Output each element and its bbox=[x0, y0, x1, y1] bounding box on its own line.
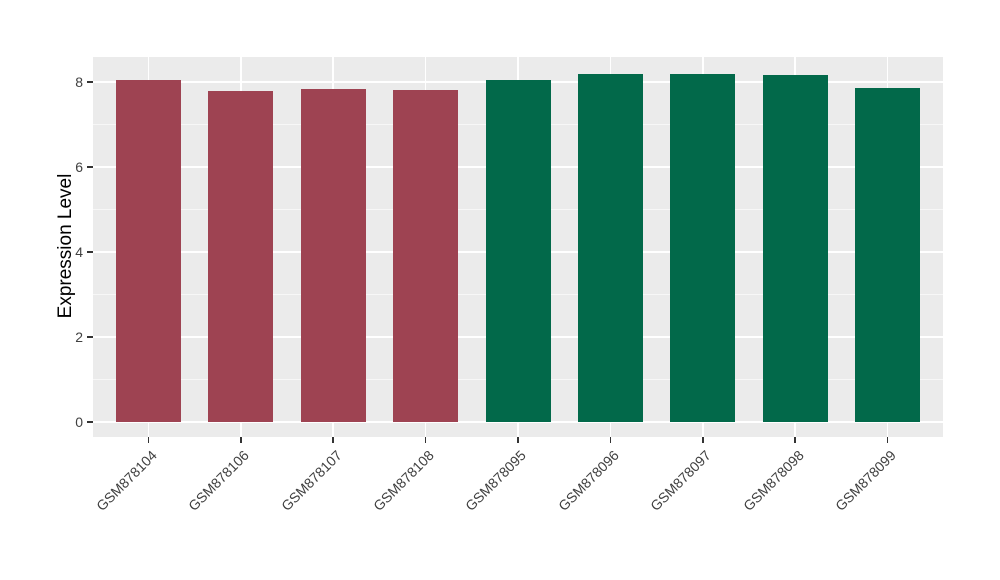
bar-GSM878095 bbox=[485, 79, 551, 422]
x-tick-label-GSM878099: GSM878099 bbox=[831, 447, 899, 514]
y-tick-mark-0 bbox=[87, 421, 93, 423]
x-tick-mark-GSM878108 bbox=[424, 437, 427, 443]
y-tick-mark-2 bbox=[87, 336, 93, 338]
plot-panel bbox=[93, 57, 943, 437]
bar-GSM878107 bbox=[300, 88, 366, 422]
x-tick-label-GSM878108: GSM878108 bbox=[370, 447, 437, 514]
y-tick-label-4: 4 bbox=[75, 244, 83, 260]
x-tick-mark-GSM878107 bbox=[332, 437, 334, 443]
y-tick-mark-4 bbox=[87, 251, 93, 253]
x-tick-mark-GSM878097 bbox=[702, 437, 704, 443]
bar-GSM878096 bbox=[577, 73, 643, 422]
bar-GSM878108 bbox=[393, 90, 459, 422]
x-tick-label-GSM878107: GSM878107 bbox=[277, 447, 345, 514]
x-tick-label-GSM878096: GSM878096 bbox=[554, 447, 622, 514]
y-tick-label-8: 8 bbox=[75, 74, 83, 90]
x-tick-label-GSM878095: GSM878095 bbox=[462, 447, 530, 514]
bar-GSM878106 bbox=[208, 90, 274, 422]
x-tick-mark-GSM878098 bbox=[794, 437, 796, 443]
y-tick-label-6: 6 bbox=[75, 159, 83, 175]
x-tick-mark-GSM878095 bbox=[517, 437, 519, 443]
x-tick-label-GSM878098: GSM878098 bbox=[739, 447, 807, 514]
bar-GSM878104 bbox=[115, 79, 181, 422]
x-tick-mark-GSM878104 bbox=[147, 437, 150, 443]
x-tick-label-GSM878106: GSM878106 bbox=[185, 447, 253, 514]
y-tick-label-2: 2 bbox=[75, 329, 83, 345]
x-tick-label-GSM878104: GSM878104 bbox=[92, 447, 160, 514]
y-tick-mark-6 bbox=[87, 166, 93, 168]
y-tick-label-0: 0 bbox=[75, 414, 83, 430]
x-tick-mark-GSM878106 bbox=[240, 437, 242, 443]
bar-GSM878097 bbox=[670, 73, 736, 422]
x-tick-label-GSM878097: GSM878097 bbox=[647, 447, 715, 514]
x-tick-mark-GSM878099 bbox=[886, 437, 889, 443]
bar-GSM878098 bbox=[762, 74, 828, 422]
x-tick-mark-GSM878096 bbox=[609, 437, 612, 443]
bar-GSM878099 bbox=[855, 87, 921, 422]
y-tick-mark-8 bbox=[87, 81, 93, 83]
